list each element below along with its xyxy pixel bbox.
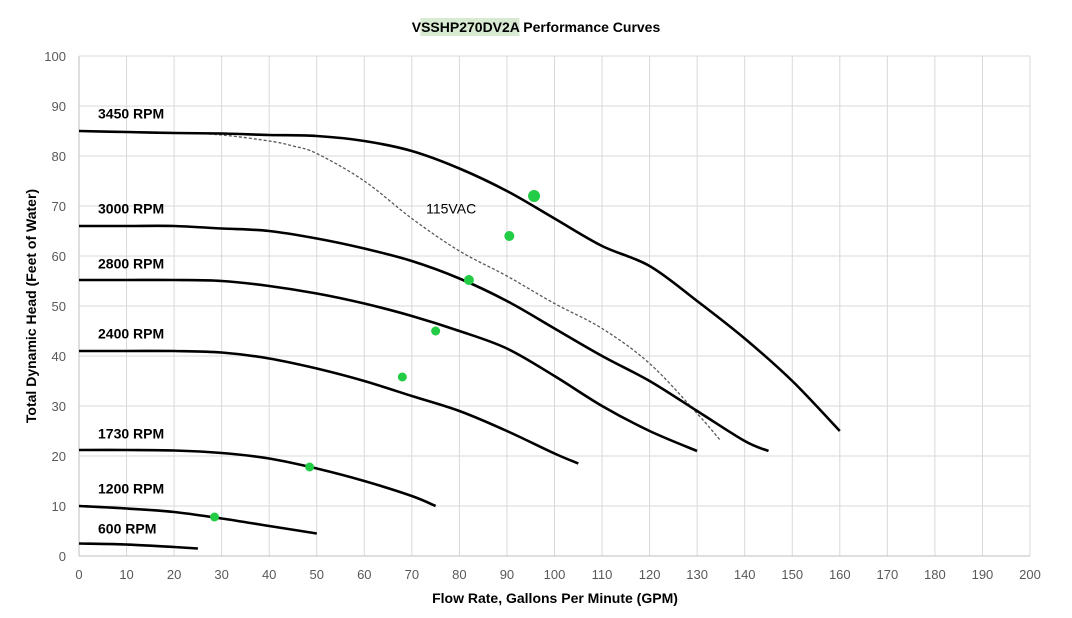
curve-3450-rpm	[78, 129, 841, 432]
y-tick-label: 60	[52, 249, 66, 264]
curve-label: 3450 RPM	[98, 106, 164, 122]
curve-1200-rpm	[78, 504, 317, 535]
x-tick-label: 160	[829, 567, 851, 582]
curve-1730-rpm	[78, 448, 437, 508]
x-tick-label: 50	[310, 567, 324, 582]
limit-curve-group: 115VAC	[78, 130, 722, 442]
x-tick-label: 40	[262, 567, 276, 582]
operating-point-marker	[528, 190, 541, 202]
operating-point-marker	[431, 326, 441, 336]
curve-label: 2400 RPM	[98, 326, 164, 342]
grid-lines	[78, 55, 1031, 557]
axes	[78, 56, 1030, 557]
title-highlight-box	[420, 18, 520, 36]
x-tick-label: 130	[686, 567, 708, 582]
x-tick-label: 80	[452, 567, 466, 582]
x-tick-labels: 0 10 20 30 40 50 60 70 80 90 100 110 120 130 140 150 160…	[75, 567, 1040, 582]
curve-label: 600 RPM	[98, 521, 156, 537]
y-tick-label: 20	[52, 449, 66, 464]
curve-3000-rpm	[79, 224, 770, 453]
y-tick-label: 40	[52, 349, 66, 364]
x-tick-label: 120	[639, 567, 661, 582]
limit-curve-label: 115VAC	[426, 201, 476, 217]
operating-points	[210, 190, 541, 522]
y-tick-labels: 0 10 20 30 40 50 60 70 80 90 100	[44, 49, 66, 564]
x-tick-label: 190	[972, 567, 994, 582]
x-tick-label: 60	[357, 567, 371, 582]
operating-point-marker	[397, 372, 407, 382]
curve-600-rpm	[78, 542, 198, 550]
curve-2400-rpm	[78, 349, 579, 465]
curve-2800-rpm	[79, 278, 698, 453]
limit-curve-115vac	[78, 130, 722, 442]
x-tick-label: 140	[734, 567, 756, 582]
curve-label: 1200 RPM	[98, 481, 164, 497]
operating-point-marker	[504, 231, 515, 241]
operating-point-marker	[305, 462, 315, 472]
x-tick-label: 150	[781, 567, 803, 582]
operating-point-marker	[463, 275, 474, 285]
y-tick-label: 80	[52, 149, 66, 164]
y-tick-label: 50	[52, 299, 66, 314]
y-axis-title: Total Dynamic Head (Feet of Water)	[23, 189, 39, 423]
x-tick-label: 0	[75, 567, 82, 582]
y-tick-label: 0	[59, 549, 66, 564]
operating-point-marker	[210, 512, 220, 522]
curve-label: 1730 RPM	[98, 426, 164, 442]
curve-labels: 3450 RPM 3000 RPM 2800 RPM 2400 RPM 1730 RPM…	[98, 106, 164, 537]
y-tick-label: 90	[52, 99, 66, 114]
y-tick-label: 100	[44, 49, 66, 64]
chart-title-text: VSSHP270DV2A Performance Curves	[412, 19, 661, 35]
pump-curves	[78, 129, 841, 550]
y-tick-label: 10	[52, 499, 66, 514]
x-tick-label: 110	[592, 567, 613, 582]
y-tick-label: 70	[52, 199, 66, 214]
x-tick-label: 180	[924, 567, 946, 582]
x-tick-label: 200	[1019, 567, 1041, 582]
x-tick-label: 170	[876, 567, 898, 582]
x-tick-label: 30	[214, 567, 228, 582]
x-tick-label: 100	[544, 567, 566, 582]
curve-label: 3000 RPM	[98, 201, 164, 217]
x-axis-title: Flow Rate, Gallons Per Minute (GPM)	[432, 590, 678, 606]
x-tick-label: 10	[119, 567, 133, 582]
title-suffix: Performance Curves	[519, 19, 660, 35]
chart-title: VSSHP270DV2A Performance Curves	[412, 18, 661, 36]
title-model: VSSHP270DV2A	[412, 19, 520, 35]
x-tick-label: 20	[167, 567, 181, 582]
curve-label: 2800 RPM	[98, 256, 164, 272]
x-tick-label: 70	[405, 567, 419, 582]
y-tick-label: 30	[52, 399, 66, 414]
x-tick-label: 90	[500, 567, 514, 582]
